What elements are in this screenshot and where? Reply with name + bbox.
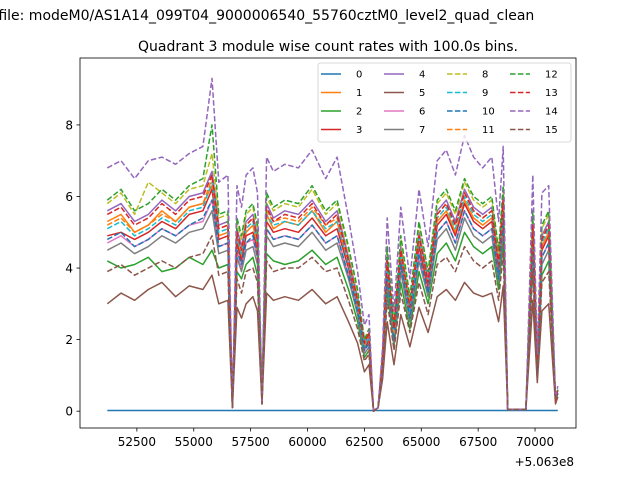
x-axis-offset-label: +5.063e8 [515,455,574,469]
chart-title: Quadrant 3 module wise count rates with … [138,39,518,55]
y-tick-label: 4 [65,262,73,276]
series-line-15 [106,235,559,412]
axis-frame [79,57,577,429]
y-tick-label: 0 [65,405,73,419]
y-tick-label: 6 [65,190,73,204]
x-tick-label: 52500 [118,435,156,449]
legend-label-14: 14 [545,107,558,118]
legend-label-7: 7 [419,125,425,136]
figure-suptitle: n file: modeM0/AS1A14_099T04_9000006540_… [0,8,640,28]
y-tick-label: 8 [65,118,73,132]
legend-label-5: 5 [419,88,425,99]
y-tick-label: 2 [65,333,73,347]
x-tick-label: 65000 [402,435,440,449]
legend-label-4: 4 [419,70,425,81]
x-tick-label: 67500 [459,435,497,449]
legend-label-9: 9 [482,88,488,99]
legend-box [317,62,572,143]
legend-label-11: 11 [482,125,495,136]
legend-label-13: 13 [545,88,558,99]
legend-label-3: 3 [356,125,362,136]
legend-label-2: 2 [356,107,362,118]
x-tick-label: 57500 [232,435,270,449]
x-tick-label: 62500 [345,435,383,449]
figure-suptitle-text: n file: modeM0/AS1A14_099T04_9000006540_… [0,8,535,24]
legend-label-12: 12 [545,70,558,81]
series-layer [106,77,559,412]
x-axis-ticks: 52500 55000 57500 60000 62500 65000 67500 70000 [118,428,554,449]
x-tick-label: 55000 [175,435,213,449]
x-tick-label: 60000 [288,435,326,449]
x-tick-label: 70000 [516,435,554,449]
series-line-14 [106,77,559,412]
legend-label-0: 0 [356,70,362,81]
legend-label-15: 15 [545,125,558,136]
y-axis-ticks: 0 2 4 6 8 [65,118,80,419]
legend-label-6: 6 [419,107,425,118]
legend-label-1: 1 [356,88,362,99]
legend-label-10: 10 [482,107,495,118]
legend-label-8: 8 [482,70,488,81]
